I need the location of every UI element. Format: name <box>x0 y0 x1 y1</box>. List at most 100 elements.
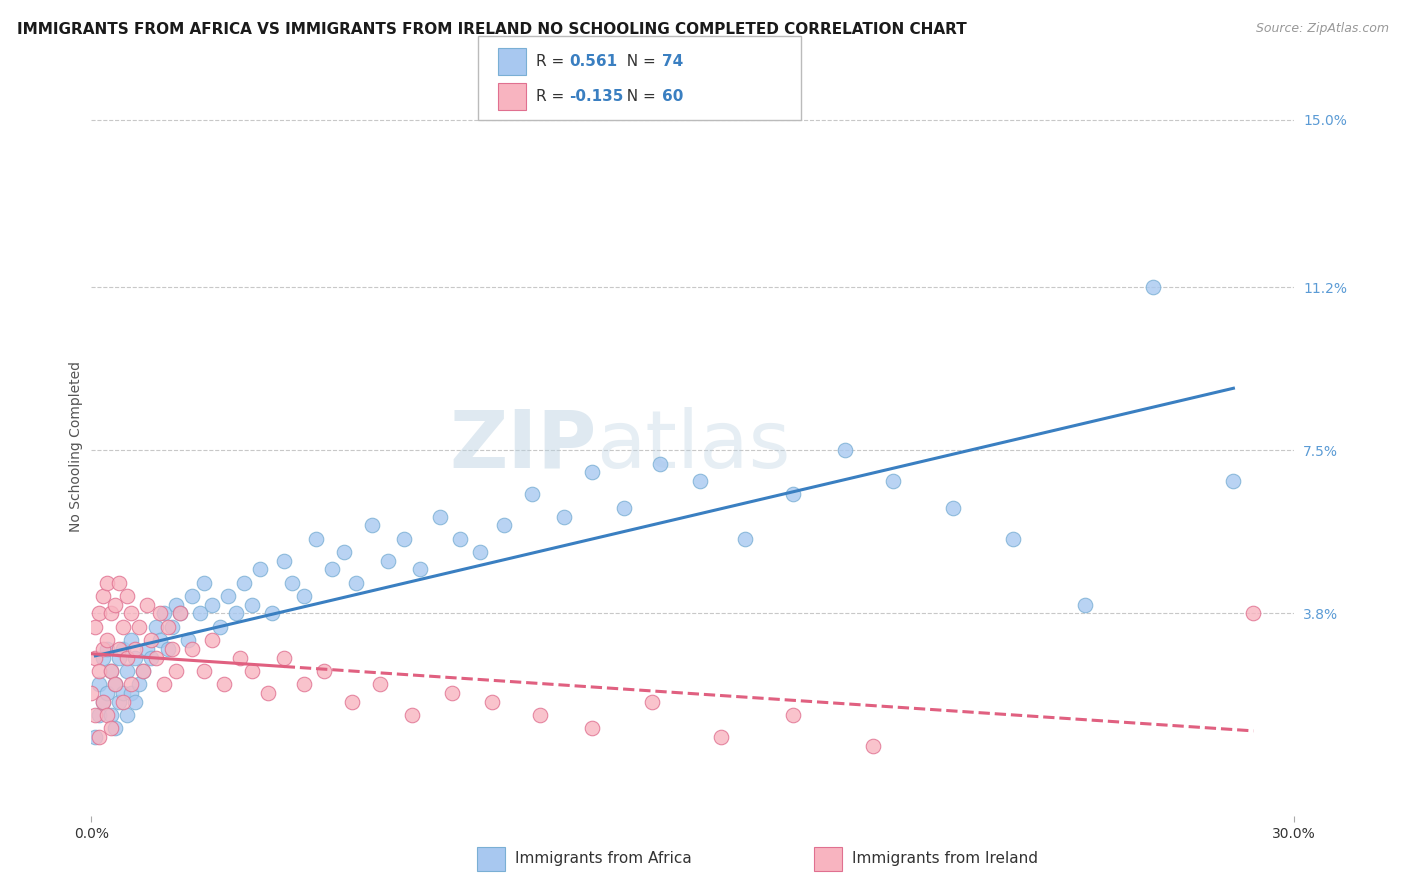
Point <box>240 598 263 612</box>
Point <box>689 475 711 489</box>
Point <box>93 650 115 665</box>
Point <box>201 598 224 612</box>
Point <box>1222 475 1244 489</box>
Point <box>96 641 118 656</box>
Point <box>132 664 155 678</box>
Point <box>281 575 304 590</box>
Point <box>112 686 135 700</box>
Point <box>333 545 356 559</box>
Point <box>344 575 367 590</box>
Point <box>782 707 804 722</box>
Point <box>249 562 271 576</box>
Text: ZIP: ZIP <box>449 407 596 485</box>
Text: Source: ZipAtlas.com: Source: ZipAtlas.com <box>1256 22 1389 36</box>
Point <box>117 664 139 678</box>
Point <box>96 632 118 647</box>
Point <box>93 589 115 603</box>
Point <box>121 607 143 621</box>
Point <box>121 632 143 647</box>
Point <box>121 686 143 700</box>
Point <box>360 518 382 533</box>
Point <box>80 686 103 700</box>
Text: IMMIGRANTS FROM AFRICA VS IMMIGRANTS FROM IRELAND NO SCHOOLING COMPLETED CORRELA: IMMIGRANTS FROM AFRICA VS IMMIGRANTS FRO… <box>17 22 966 37</box>
Point <box>89 607 111 621</box>
Point <box>156 620 179 634</box>
Point <box>581 721 603 735</box>
Point <box>124 650 146 665</box>
Point <box>273 553 295 567</box>
Point <box>84 620 107 634</box>
Text: 0.561: 0.561 <box>569 54 617 69</box>
Text: R =: R = <box>536 88 569 103</box>
Point <box>89 730 111 744</box>
Text: N =: N = <box>617 88 661 103</box>
Point <box>942 500 965 515</box>
Point <box>862 739 884 753</box>
Point <box>273 650 295 665</box>
Point <box>152 607 174 621</box>
Point <box>145 620 167 634</box>
Point <box>121 677 143 691</box>
Point <box>193 664 215 678</box>
Text: 60: 60 <box>662 88 683 103</box>
Point <box>141 632 163 647</box>
Point <box>1142 280 1164 294</box>
Point <box>782 487 804 501</box>
Point <box>169 607 191 621</box>
Point <box>148 632 170 647</box>
Point <box>84 707 107 722</box>
Point <box>93 695 115 709</box>
Point <box>112 695 135 709</box>
Point <box>100 664 122 678</box>
Point <box>481 695 503 709</box>
Point <box>256 686 278 700</box>
Point <box>117 707 139 722</box>
Point <box>176 632 198 647</box>
Point <box>1001 532 1024 546</box>
Point <box>305 532 328 546</box>
Point <box>1243 607 1265 621</box>
Point <box>882 475 904 489</box>
Point <box>128 620 150 634</box>
Y-axis label: No Schooling Completed: No Schooling Completed <box>69 360 83 532</box>
Text: Immigrants from Ireland: Immigrants from Ireland <box>852 851 1038 865</box>
Point <box>193 575 215 590</box>
Point <box>208 620 231 634</box>
Point <box>440 686 463 700</box>
Point <box>368 677 391 691</box>
Point <box>449 532 471 546</box>
Point <box>165 598 187 612</box>
Point <box>100 607 122 621</box>
Point <box>136 598 159 612</box>
Point <box>96 686 118 700</box>
Point <box>834 443 856 458</box>
Point <box>132 664 155 678</box>
Point <box>108 695 131 709</box>
Point <box>613 500 636 515</box>
Point <box>104 677 127 691</box>
Point <box>100 707 122 722</box>
Point <box>117 650 139 665</box>
Point <box>136 641 159 656</box>
Point <box>124 695 146 709</box>
Point <box>240 664 263 678</box>
Text: N =: N = <box>617 54 661 69</box>
Point <box>96 575 118 590</box>
Point <box>734 532 756 546</box>
Point <box>108 641 131 656</box>
Point <box>180 589 202 603</box>
Point <box>145 650 167 665</box>
Point <box>96 707 118 722</box>
Point <box>232 575 254 590</box>
Point <box>124 641 146 656</box>
Point <box>100 721 122 735</box>
Point <box>429 509 451 524</box>
Point <box>217 589 239 603</box>
Point <box>401 707 423 722</box>
Point <box>104 598 127 612</box>
Point <box>165 664 187 678</box>
Point <box>156 641 179 656</box>
Point <box>89 707 111 722</box>
Point <box>641 695 664 709</box>
Point <box>93 641 115 656</box>
